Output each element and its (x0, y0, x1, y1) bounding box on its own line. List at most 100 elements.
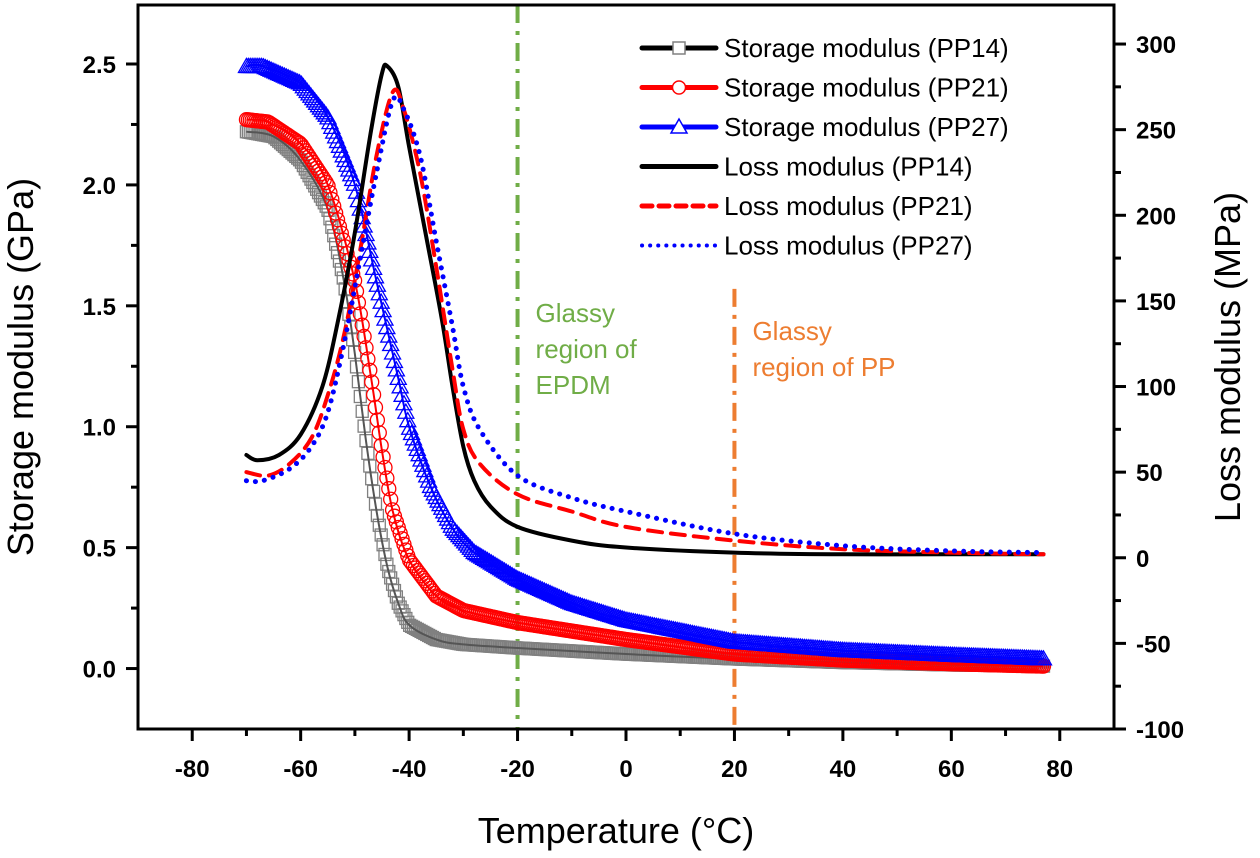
x-tick-label: -40 (392, 756, 427, 783)
data-point-triangle (326, 127, 345, 144)
x-tick-label: 40 (830, 756, 857, 783)
data-point-triangle (377, 318, 397, 335)
data-point-triangle (402, 424, 421, 441)
annotations: Glassy region of EPDM Glassy region of PP (536, 298, 896, 400)
data-point-triangle (373, 301, 393, 318)
legend-item: Storage modulus (PP14) (639, 33, 1009, 63)
data-point-triangle (415, 461, 434, 478)
data-point-triangle (263, 61, 283, 78)
y-right-tick-label: 100 (1136, 375, 1176, 402)
x-tick-label: 0 (619, 756, 632, 783)
data-point-circle (403, 555, 420, 571)
data-point-triangle (341, 165, 360, 182)
data-point-circle (402, 552, 418, 569)
data-point-triangle (339, 160, 359, 177)
data-point-triangle (284, 71, 304, 87)
x-tick-label: 20 (721, 756, 748, 783)
x-tick-label: 80 (1046, 756, 1073, 783)
data-point-triangle (379, 326, 398, 343)
annotation-text: Glassy (752, 316, 831, 346)
data-point-triangle (351, 199, 370, 216)
y-axis-right-title: Loss modulus (MPa) (1207, 192, 1248, 522)
data-point-triangle (404, 429, 423, 446)
annotation-text: EPDM (536, 370, 611, 400)
legend-label: Loss modulus (PP27) (724, 231, 973, 261)
data-point-triangle (383, 343, 402, 360)
legend-marker-triangle (669, 117, 689, 134)
data-point (452, 326, 453, 327)
data-point-triangle (391, 377, 410, 394)
legend-label: Loss modulus (PP14) (724, 152, 973, 182)
legend-label: Storage modulus (PP14) (724, 33, 1009, 63)
data-point-circle (364, 374, 380, 390)
legend-item: Loss modulus (PP14) (639, 152, 973, 182)
data-point (571, 497, 572, 498)
data-point-triangle (406, 434, 425, 451)
series-line (244, 62, 1046, 557)
data-point-triangle (381, 335, 400, 352)
data-point-circle (417, 573, 433, 589)
data-point-circle (373, 437, 389, 454)
data-point (344, 343, 345, 344)
data-point-triangle (366, 267, 385, 284)
y-left-tick-label: 0.0 (83, 657, 116, 684)
series-line (244, 87, 1046, 557)
series-storage-modulus-pp27 (237, 57, 1053, 666)
data-point-triangle (261, 60, 281, 77)
data-point-circle (290, 134, 306, 150)
y-right-tick-label: 250 (1136, 118, 1176, 145)
data-point-square (380, 557, 394, 571)
series-loss-modulus-pp21 (244, 87, 1046, 557)
annotation-text: region of PP (752, 352, 895, 382)
data-point-triangle (375, 309, 395, 326)
legend-label: Loss modulus (PP21) (724, 191, 973, 221)
data-point-triangle (334, 146, 353, 163)
x-tick-label: -20 (500, 756, 535, 783)
series-loss-modulus-pp14 (244, 62, 1046, 557)
y-right-tick-label: 300 (1136, 32, 1176, 59)
data-point-triangle (372, 292, 391, 309)
data-point-triangle (260, 60, 279, 76)
legend-label: Storage modulus (PP27) (724, 112, 1009, 142)
data-point-circle (405, 557, 422, 574)
data-point (626, 511, 627, 512)
reference-lines (515, 5, 737, 729)
annotation-text: Glassy (536, 298, 615, 328)
y-left-tick-label: 1.5 (83, 294, 116, 321)
data-point-triangle (370, 284, 389, 301)
data-point (376, 172, 377, 173)
data-point-triangle (360, 242, 379, 259)
y-right-tick-label: 200 (1136, 203, 1176, 230)
y-right-tick-label: 0 (1136, 546, 1149, 573)
data-point (734, 540, 735, 541)
x-tick-label: -60 (283, 756, 318, 783)
data-point-circle (318, 174, 334, 191)
series-line (246, 118, 1044, 668)
data-point-circle (411, 565, 427, 581)
data-point-circle (413, 568, 429, 584)
x-tick-label: -80 (175, 756, 210, 783)
data-point-triangle (411, 450, 431, 467)
data-point-circle (407, 560, 423, 576)
legend: Storage modulus (PP14) Storage modulus (P… (639, 33, 1009, 261)
series-line (246, 64, 1044, 660)
data-point-circle (409, 562, 425, 579)
data-point-triangle (336, 151, 355, 168)
data-point-triangle (330, 137, 349, 153)
data-point-circle (420, 578, 437, 594)
data-point-triangle (290, 73, 309, 90)
legend-item: Loss modulus (PP21) (639, 191, 973, 221)
y-left-tick-label: 1.0 (83, 415, 116, 442)
legend-item: Storage modulus (PP27) (639, 112, 1009, 142)
data-point-circle (419, 575, 435, 591)
data-point-triangle (265, 62, 285, 79)
data-point-triangle (345, 174, 364, 191)
y-right-tick-label: 50 (1136, 460, 1163, 487)
data-point-triangle (337, 155, 357, 172)
y-right-tick-label: -50 (1136, 631, 1171, 658)
data-point-triangle (332, 141, 351, 158)
data-point-triangle (322, 118, 341, 135)
data-point-triangle (362, 250, 381, 267)
data-point-circle (384, 502, 401, 518)
